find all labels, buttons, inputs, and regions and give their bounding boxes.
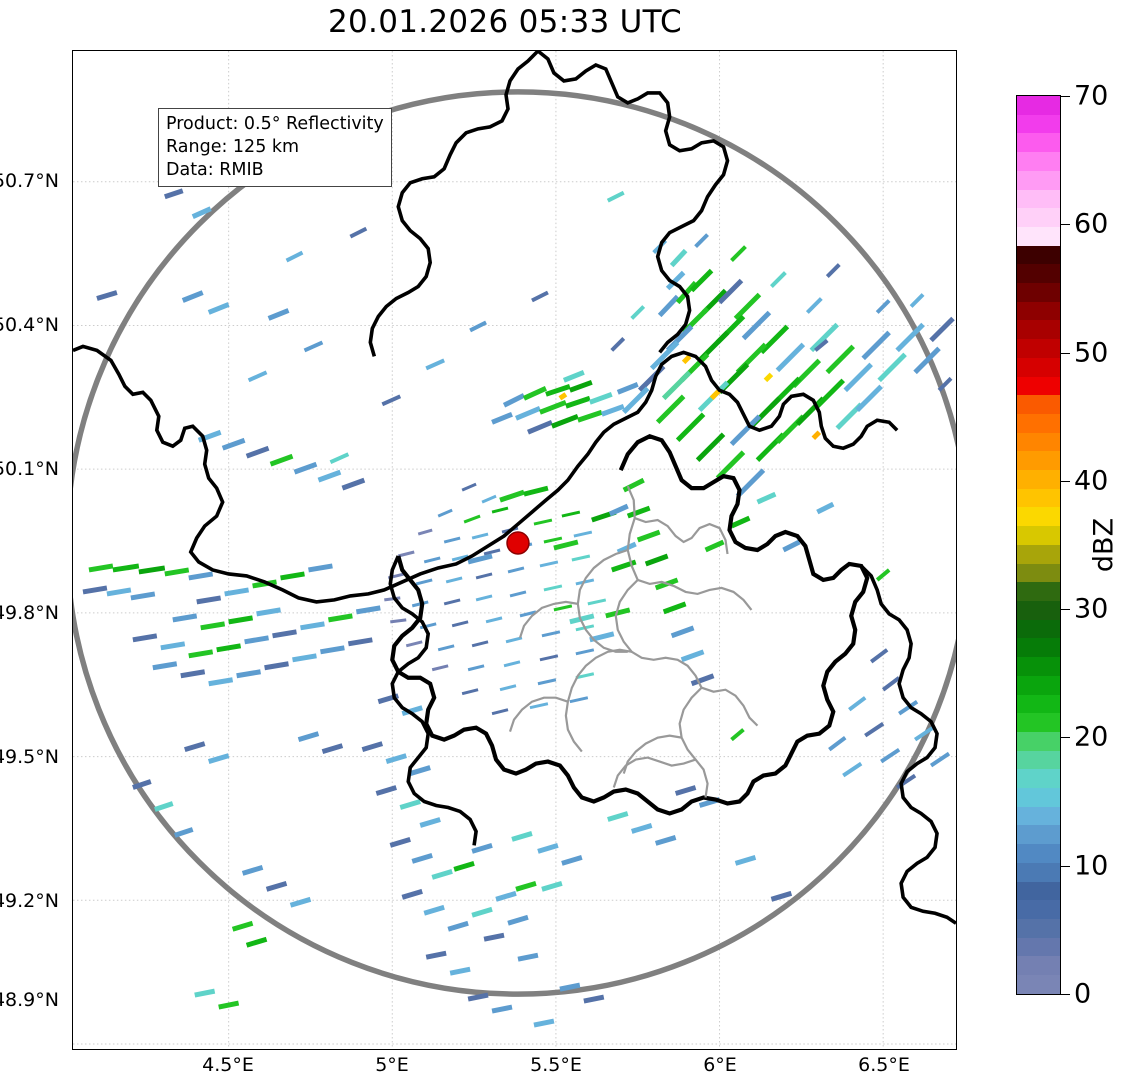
radar-map-svg — [73, 51, 956, 1049]
colorbar-segment — [1017, 395, 1060, 414]
colorbar-segment — [1017, 675, 1060, 695]
info-range: Range: 125 km — [166, 136, 300, 157]
colorbar-segment — [1017, 320, 1060, 340]
colorbar-segment — [1017, 881, 1060, 901]
colorbar-segment — [1017, 619, 1060, 639]
range-ring — [73, 89, 956, 997]
colorbar-tick — [1061, 480, 1070, 482]
y-tick-label: 48.9°N — [0, 989, 59, 1011]
colorbar-segment — [1017, 507, 1060, 527]
colorbar-segment — [1017, 208, 1060, 227]
colorbar-tick-label: 60 — [1074, 208, 1109, 240]
colorbar-axis-label: dBZ — [1088, 517, 1120, 573]
colorbar-tick-label: 0 — [1074, 978, 1092, 1010]
colorbar-segment — [1017, 301, 1060, 321]
colorbar-segment — [1017, 956, 1060, 976]
x-tick-label: 6°E — [703, 1054, 737, 1076]
y-tick-label: 49.8°N — [0, 602, 59, 624]
colorbar-segment — [1017, 806, 1060, 826]
colorbar-segment — [1017, 900, 1060, 919]
colorbar-segment — [1017, 750, 1060, 770]
page-title: 20.01.2026 05:33 UTC — [328, 4, 682, 40]
grid-lines — [73, 51, 956, 1049]
colorbar-segment — [1017, 170, 1060, 190]
x-tick-label: 6.5°E — [858, 1054, 910, 1076]
france-southwest-border — [388, 555, 478, 846]
colorbar-segment — [1017, 470, 1060, 489]
colorbar-segment — [1017, 96, 1060, 115]
colorbar-segment — [1017, 825, 1060, 845]
colorbar-segment — [1017, 844, 1060, 863]
colorbar-segment — [1017, 600, 1060, 620]
colorbar-segment — [1017, 713, 1060, 732]
colorbar-tick — [1061, 224, 1070, 226]
colorbar-segment — [1017, 451, 1060, 471]
colorbar-tick-label: 70 — [1074, 80, 1109, 112]
colorbar-segment — [1017, 245, 1060, 265]
colorbar-segment — [1017, 283, 1060, 302]
colorbar-ticks: 0 10 20 30 40 50 60 70 — [1016, 81, 1136, 1010]
colorbar-segment — [1017, 657, 1060, 676]
colorbar-segment — [1017, 694, 1060, 714]
x-tick-label: 4.5°E — [202, 1054, 254, 1076]
radar-plot-panel[interactable]: Product: 0.5° Reflectivity Range: 125 km… — [72, 50, 957, 1050]
y-tick-label: 49.5°N — [0, 746, 59, 768]
colorbar-segment — [1017, 189, 1060, 209]
info-product: Product: 0.5° Reflectivity — [166, 114, 384, 134]
luxembourg-border — [390, 433, 870, 816]
colorbar-segment — [1017, 339, 1060, 358]
colorbar-segment — [1017, 937, 1060, 957]
colorbar-segment — [1017, 788, 1060, 807]
colorbar-segment — [1017, 357, 1060, 377]
colorbar-tick — [1061, 609, 1070, 611]
colorbar-segment — [1017, 975, 1060, 994]
colorbar-segment — [1017, 413, 1060, 433]
info-box: Product: 0.5° Reflectivity Range: 125 km… — [158, 108, 392, 188]
colorbar-tick — [1061, 352, 1070, 354]
colorbar-segment — [1017, 114, 1060, 134]
belgium-border — [73, 344, 899, 604]
x-tick-label: 5.5°E — [530, 1054, 582, 1076]
colorbar-tick — [1061, 96, 1070, 97]
colorbar-tick-label: 40 — [1074, 465, 1109, 497]
netherlands-border — [536, 51, 730, 354]
colorbar-segment — [1017, 582, 1060, 601]
colorbar-segment — [1017, 152, 1060, 171]
info-data-source: Data: RMIB — [166, 159, 264, 180]
x-tick-label: 5°E — [375, 1054, 409, 1076]
colorbar-segment — [1017, 488, 1060, 508]
colorbar-segment — [1017, 226, 1060, 246]
colorbar-segment — [1017, 563, 1060, 583]
germany-france-border — [859, 564, 956, 925]
colorbar-segment — [1017, 638, 1060, 658]
colorbar-segment — [1017, 526, 1060, 545]
colorbar-tick-label: 50 — [1074, 337, 1109, 369]
y-tick-label: 49.2°N — [0, 890, 59, 912]
luxembourg-canton-borders — [508, 485, 759, 798]
colorbar-segment — [1017, 432, 1060, 452]
colorbar-tick — [1061, 737, 1070, 739]
y-tick-label: 50.4°N — [0, 314, 59, 336]
colorbar-segment — [1017, 731, 1060, 751]
y-tick-label: 50.1°N — [0, 458, 59, 480]
colorbar-tick-label: 20 — [1074, 721, 1109, 753]
colorbar-tick-label: 30 — [1074, 593, 1109, 625]
radar-echo-layer — [82, 188, 955, 1028]
colorbar[interactable] — [1016, 95, 1061, 995]
colorbar-segment — [1017, 862, 1060, 882]
colorbar-segment — [1017, 544, 1060, 564]
colorbar-segment — [1017, 376, 1060, 396]
y-tick-label: 50.7°N — [0, 170, 59, 192]
colorbar-segment — [1017, 264, 1060, 284]
colorbar-segment — [1017, 769, 1060, 789]
colorbar-tick — [1061, 865, 1070, 867]
colorbar-tick-label: 10 — [1074, 850, 1109, 882]
colorbar-segment — [1017, 133, 1060, 153]
colorbar-tick — [1061, 994, 1070, 995]
colorbar-segment — [1017, 918, 1060, 938]
north-inner-border — [368, 51, 540, 357]
